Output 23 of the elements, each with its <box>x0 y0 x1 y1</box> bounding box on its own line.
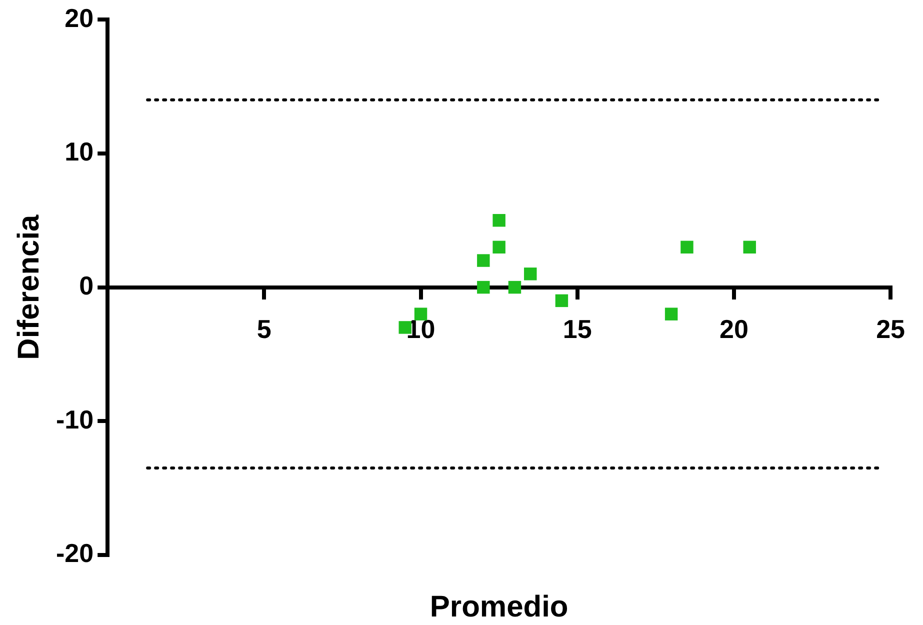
point <box>508 280 522 294</box>
point <box>492 214 506 227</box>
x-tick-label: 10 <box>406 314 436 344</box>
point <box>743 240 756 254</box>
x-tick-label: 20 <box>719 314 748 344</box>
point <box>664 308 678 320</box>
y-tick-label: -20 <box>56 538 94 568</box>
point <box>414 308 428 320</box>
x-tick-label: 15 <box>562 314 592 344</box>
y-tick-label: -10 <box>56 404 94 434</box>
point <box>477 280 490 294</box>
y-tick-label: 0 <box>79 270 94 300</box>
y-tick-label: 20 <box>64 2 94 33</box>
y-axis-title: Diferencia <box>12 214 46 360</box>
y-tick-label: 10 <box>64 136 94 167</box>
x-tick-label: 5 <box>256 314 272 344</box>
point <box>555 294 568 308</box>
point <box>477 254 490 267</box>
point <box>680 240 694 254</box>
point <box>524 268 537 280</box>
x-axis-title: Promedio <box>430 590 568 624</box>
x-tick-label: 25 <box>876 314 905 344</box>
point <box>492 240 506 254</box>
